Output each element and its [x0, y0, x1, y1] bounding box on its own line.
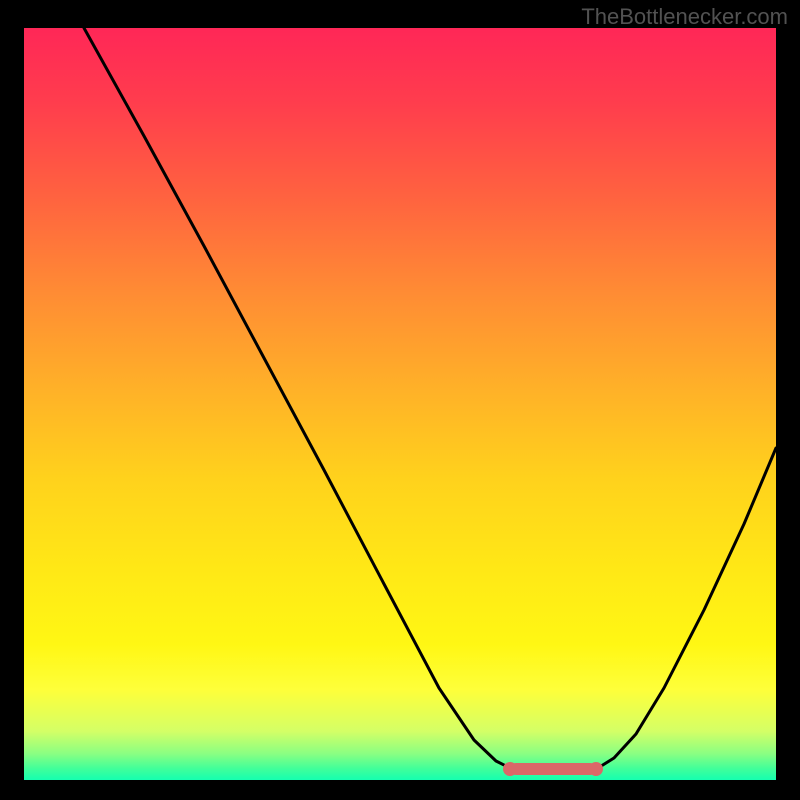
- plot-area: [24, 28, 776, 780]
- curve-line: [84, 28, 776, 771]
- valley-marker-bar: [510, 763, 596, 775]
- valley-marker: [503, 762, 603, 776]
- valley-marker-right-cap: [589, 762, 603, 776]
- bottleneck-curve: [24, 28, 776, 780]
- watermark-text: TheBottlenecker.com: [581, 4, 788, 30]
- valley-marker-left-cap: [503, 762, 517, 776]
